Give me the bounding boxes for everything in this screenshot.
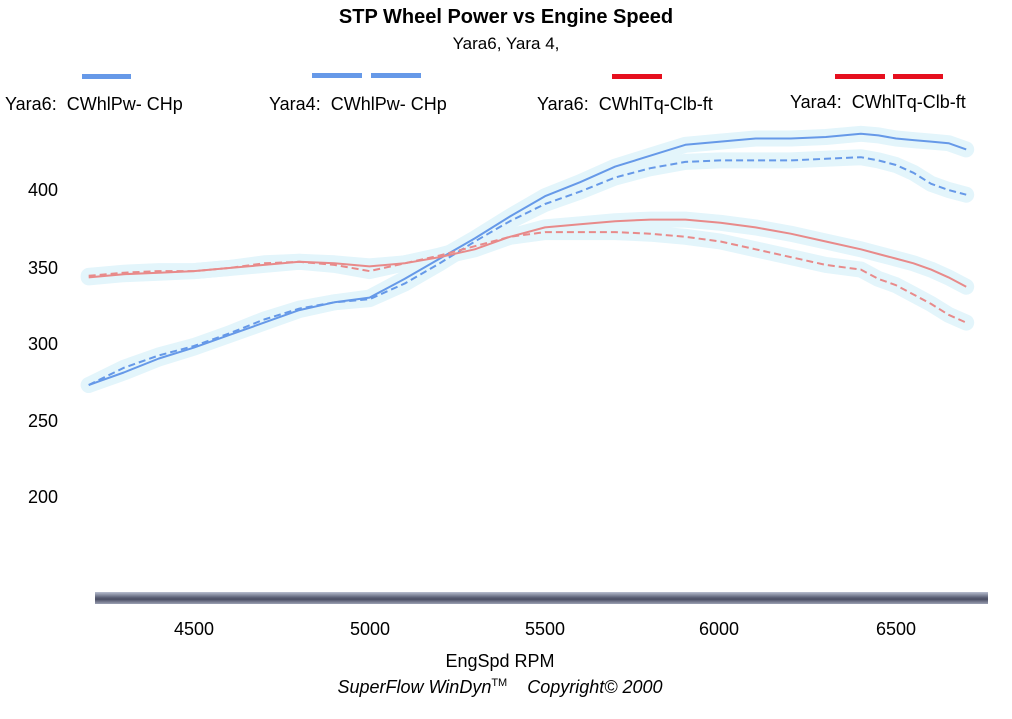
y-tick-250: 250 — [27, 411, 58, 431]
footer-copyright: SuperFlow WinDynTM Copyright© 2000 — [0, 677, 1000, 698]
y-tick-300: 300 — [27, 334, 58, 354]
x-tick-5500: 5500 — [524, 619, 566, 639]
footer-trademark: TM — [491, 677, 508, 689]
x-tick-6000: 6000 — [698, 619, 740, 639]
y-tick-400: 400 — [27, 180, 58, 200]
chart-subtitle: Yara6, Yara 4, — [452, 34, 560, 53]
legend-engine: Yara6: — [5, 94, 57, 114]
series-line-0 — [88, 132, 967, 386]
legend-label-yara6-power: Yara6: CWhlPw- CHp — [5, 94, 183, 115]
legend-engine: Yara4: — [269, 94, 321, 114]
legend-swatch-yara4-torque-a — [835, 74, 885, 79]
series-bands — [80, 125, 975, 393]
legend-swatch-yara4-power-a — [312, 73, 362, 78]
x-tick-5000: 5000 — [349, 619, 391, 639]
x-tick-6500: 6500 — [875, 619, 917, 639]
legend-swatch-yara4-power-b — [371, 73, 421, 78]
legend-channel: CWhlPw- CHp — [66, 94, 183, 114]
y-tick-350: 350 — [27, 258, 58, 278]
series-lines — [88, 132, 967, 386]
footer-brand: SuperFlow WinDyn — [337, 677, 492, 697]
x-axis-label: EngSpd RPM — [445, 651, 555, 671]
legend-engine: Yara6: — [537, 94, 589, 114]
legend-channel: CWhlPw- CHp — [330, 94, 447, 114]
series-line-3 — [88, 231, 967, 324]
series-line-2 — [88, 218, 967, 288]
legend-swatch-yara6-power — [82, 74, 131, 79]
legend-channel: CWhlTq-Clb-ft — [851, 92, 966, 112]
x-axis-bar — [95, 592, 988, 604]
legend-engine: Yara4: — [790, 92, 842, 112]
legend-channel: CWhlTq-Clb-ft — [598, 94, 713, 114]
y-tick-200: 200 — [27, 487, 58, 507]
legend-label-yara6-torque: Yara6: CWhlTq-Clb-ft — [537, 94, 713, 115]
legend-label-yara4-torque: Yara4: CWhlTq-Clb-ft — [790, 92, 966, 113]
chart-title: STP Wheel Power vs Engine Speed — [338, 6, 674, 28]
footer-copyright-text: Copyright© 2000 — [527, 677, 663, 697]
x-tick-4500: 4500 — [173, 619, 215, 639]
legend-swatch-yara6-torque — [612, 74, 662, 79]
legend-swatch-yara4-torque-b — [893, 74, 943, 79]
legend-label-yara4-power: Yara4: CWhlPw- CHp — [269, 94, 447, 115]
series-line-1 — [88, 156, 967, 386]
